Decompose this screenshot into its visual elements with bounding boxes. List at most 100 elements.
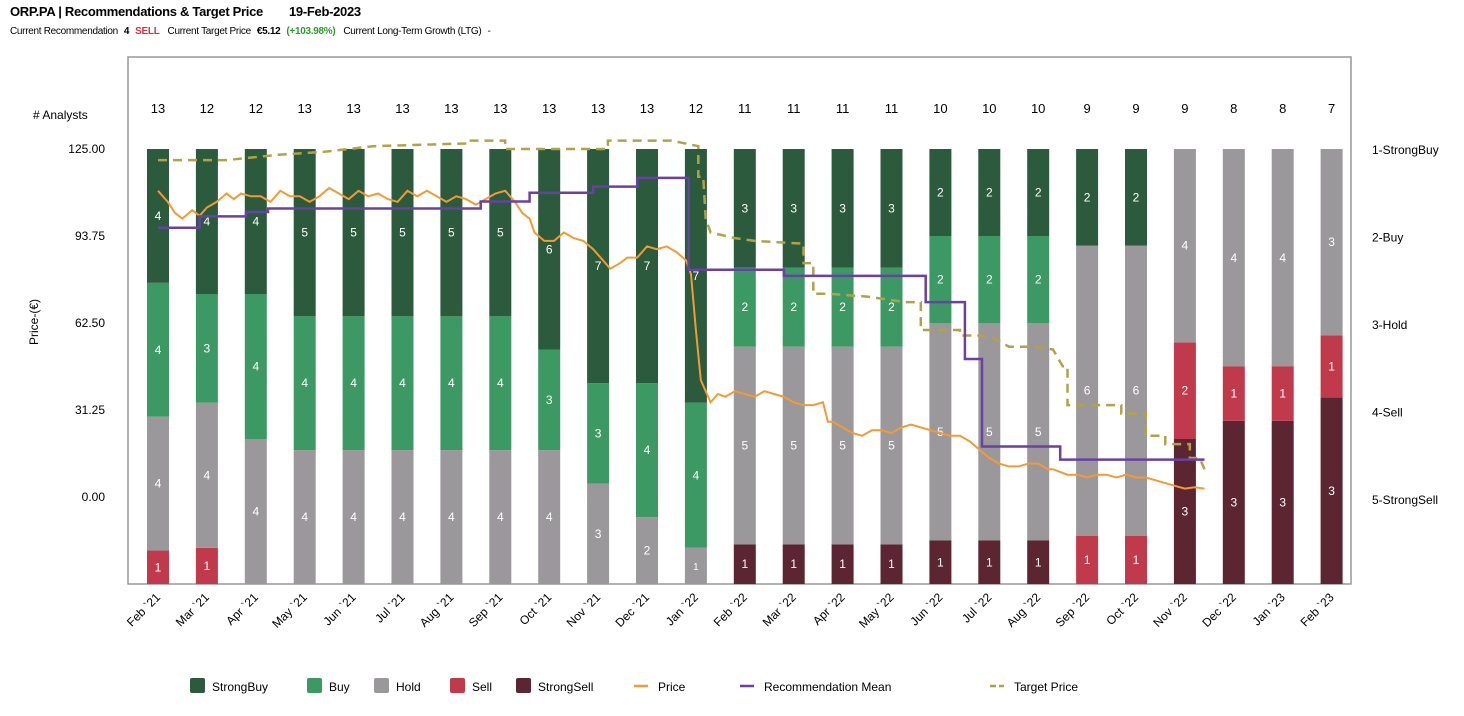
bar-sell (195, 547, 218, 584)
bar-value-label: 2 (986, 273, 993, 287)
legend-label: StrongSell (538, 680, 593, 694)
bar-value-label: 1 (790, 557, 797, 571)
bar-value-label: 4 (1279, 251, 1286, 265)
bar-strongsell (1320, 397, 1343, 584)
tp-change: (+103.98%) (286, 26, 336, 37)
bar-strongsell (831, 544, 854, 584)
x-tick-label: Oct `21 (517, 590, 555, 628)
tp-label: Current Target Price (167, 26, 252, 37)
bar-sell (147, 550, 169, 584)
analyst-count: 11 (787, 101, 801, 116)
bar-value-label: 3 (1230, 495, 1237, 509)
bar-value-label: 3 (1328, 484, 1335, 498)
bar-hold (978, 323, 1001, 541)
y-tick-label: 125.00 (68, 142, 105, 156)
bar-buy (195, 294, 218, 403)
bar-value-label: 1 (204, 559, 211, 573)
bar-value-label: 5 (986, 425, 993, 439)
bar-strongbuy (782, 149, 805, 268)
x-tick-label: Jan `22 (663, 590, 701, 628)
bar-strongbuy (684, 149, 707, 403)
bar-value-label: 4 (204, 468, 211, 482)
bar-value-label: 4 (399, 510, 406, 524)
bar-value-label: 2 (839, 300, 846, 314)
bar-hold (147, 416, 169, 551)
analyst-count: 11 (836, 101, 850, 116)
y-tick-label: 0.00 (82, 490, 106, 504)
x-tick-label: Feb `22 (711, 590, 750, 629)
bar-strongsell (929, 540, 952, 584)
bar-hold (1125, 245, 1147, 536)
bar-value-label: 3 (204, 341, 211, 355)
legend-label: Buy (329, 680, 350, 694)
chart-title: ORP.PA | Recommendations & Target Price 1… (10, 4, 361, 19)
bar-value-label: 4 (204, 215, 211, 229)
bar-value-label: 7 (693, 269, 700, 283)
analyst-count: 13 (297, 101, 311, 116)
rec-value: 4 (123, 26, 130, 37)
bar-hold (782, 346, 805, 545)
bar-strongsell (782, 544, 805, 584)
bar-value-label: 3 (1182, 505, 1189, 519)
legend-label: StrongBuy (212, 680, 268, 694)
analyst-count: 13 (346, 101, 360, 116)
bar-value-label: 4 (546, 510, 553, 524)
bar-buy (391, 316, 414, 451)
bar-hold (538, 450, 561, 584)
bar-value-label: 5 (937, 425, 944, 439)
bar-hold (440, 450, 463, 584)
bar-value-label: 4 (155, 209, 162, 223)
x-tick-label: Nov `21 (564, 590, 604, 630)
bar-hold (342, 450, 365, 584)
bar-value-label: 3 (546, 393, 553, 407)
title-date: 19-Feb-2023 (288, 4, 361, 19)
bar-value-label: 3 (790, 201, 797, 215)
bar-value-label: 3 (888, 201, 895, 215)
bar-value-label: 4 (497, 376, 504, 390)
analyst-count: 9 (1132, 101, 1139, 116)
bar-hold (880, 346, 903, 545)
analyst-count: 10 (982, 101, 996, 116)
bar-value-label: 3 (595, 426, 602, 440)
bar-value-label: 1 (1230, 387, 1237, 401)
bar-strongbuy (1125, 149, 1147, 246)
analyst-count: 12 (689, 101, 703, 116)
legend-label: Hold (396, 680, 421, 694)
bar-value-label: 6 (1133, 384, 1140, 398)
bar-value-label: 1 (1035, 555, 1042, 569)
analyst-count: 13 (640, 101, 654, 116)
bar-buy (831, 267, 854, 347)
bar-buy (342, 316, 365, 451)
analyst-count: 8 (1279, 101, 1286, 116)
rating-axis-label: 4-Sell (1372, 406, 1403, 420)
x-tick-label: Mar `21 (173, 590, 212, 629)
x-tick-label: Jul `21 (372, 590, 408, 626)
analyst-count: 13 (542, 101, 556, 116)
bar-hold (195, 402, 218, 548)
price-line (157, 186, 1205, 490)
legend-label: Price (658, 680, 686, 694)
x-tick-label: Aug `22 (1004, 590, 1044, 630)
bar-strongsell (1271, 420, 1294, 584)
bar-value-label: 2 (937, 273, 944, 287)
bar-value-label: 2 (644, 544, 651, 558)
y-tick-label: 31.25 (75, 403, 105, 417)
rating-axis-label: 3-Hold (1372, 318, 1407, 332)
ltg-label: Current Long-Term Growth (LTG) (343, 26, 482, 37)
bar-hold (489, 450, 512, 584)
bar-strongsell (733, 544, 756, 584)
bar-strongbuy (978, 149, 1001, 236)
analyst-count: 13 (151, 101, 165, 116)
bar-strongbuy (587, 149, 610, 384)
analyst-count: 9 (1083, 101, 1090, 116)
bar-value-label: 3 (1279, 495, 1286, 509)
rec-text: SELL (135, 26, 160, 37)
bar-hold (587, 483, 610, 584)
x-tick-label: Apr `21 (223, 590, 261, 628)
bar-sell (1320, 335, 1343, 398)
bar-value-label: 1 (693, 562, 699, 573)
bar-value-label: 1 (839, 557, 846, 571)
bar-value-label: 3 (1328, 235, 1335, 249)
bar-buy (440, 316, 463, 451)
